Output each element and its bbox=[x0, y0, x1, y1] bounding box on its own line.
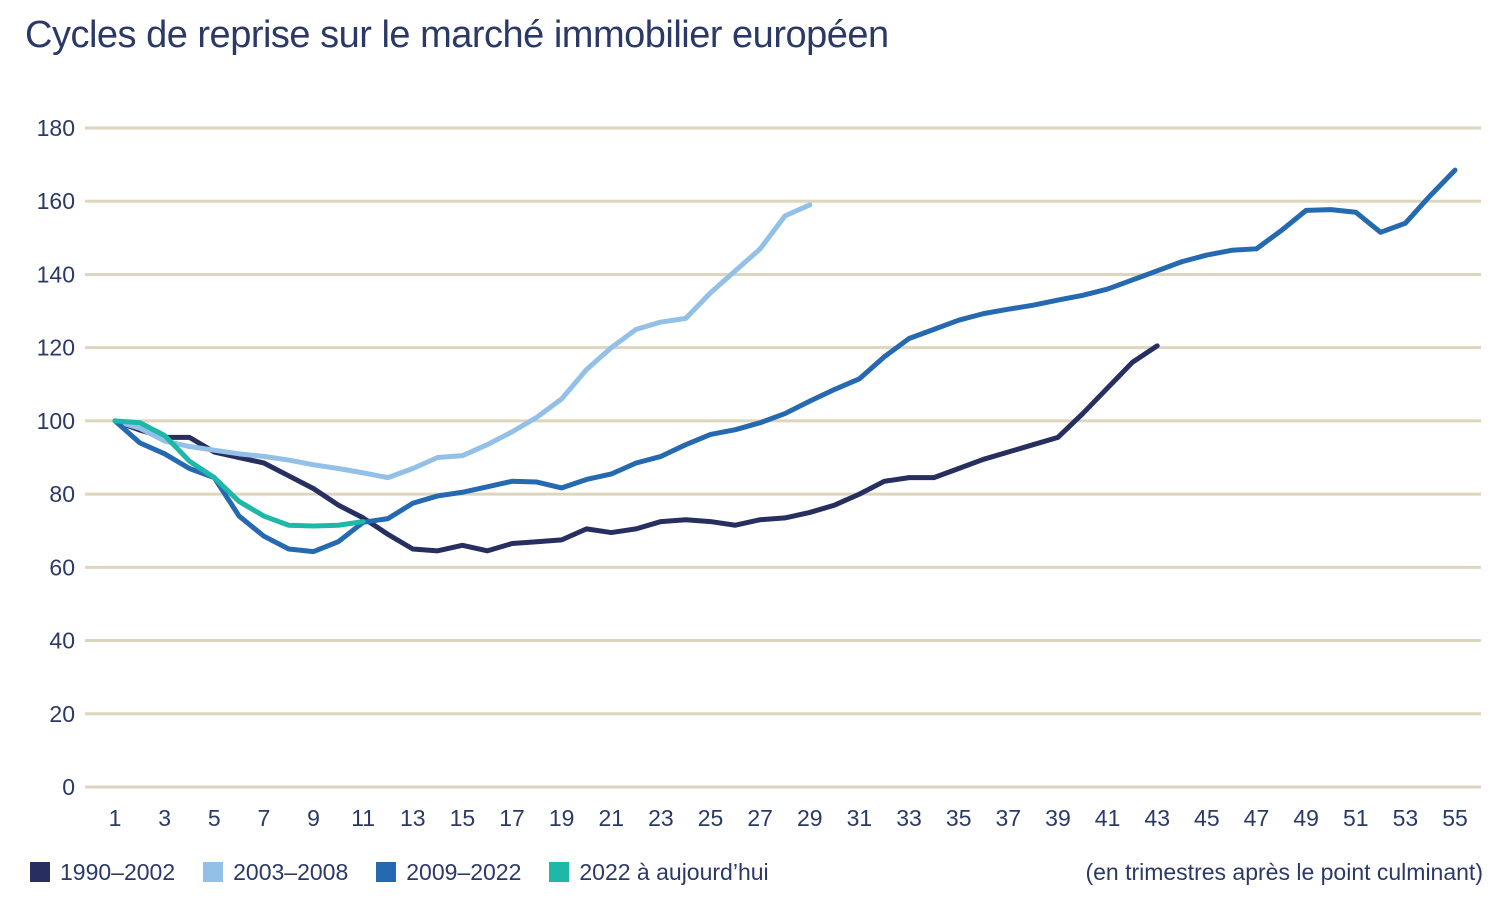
legend-swatch-icon bbox=[203, 862, 224, 882]
x-tick-label-25: 25 bbox=[698, 805, 724, 831]
x-tick-label-31: 31 bbox=[847, 805, 873, 831]
legend-label: 2022 à aujourd’hui bbox=[579, 858, 769, 885]
x-tick-label-1: 1 bbox=[109, 805, 122, 831]
x-tick-label-49: 49 bbox=[1293, 805, 1319, 831]
x-tick-label-5: 5 bbox=[208, 805, 221, 831]
legend-swatch-icon bbox=[549, 862, 570, 882]
series-line-3 bbox=[112, 167, 1458, 555]
page-title: Cycles de reprise sur le marché immobili… bbox=[25, 14, 889, 56]
x-tick-label-39: 39 bbox=[1045, 805, 1071, 831]
x-tick-label-3: 3 bbox=[158, 805, 171, 831]
y-tick-label-140: 140 bbox=[37, 261, 75, 287]
x-tick-label-47: 47 bbox=[1244, 805, 1270, 831]
x-tick-label-41: 41 bbox=[1095, 805, 1121, 831]
legend: 1990–2002 2003–2008 2009–2022 2022 à aujour… bbox=[30, 856, 1483, 888]
y-tick-label-40: 40 bbox=[49, 628, 75, 654]
legend-item-3: 2009–2022 bbox=[376, 859, 521, 886]
x-axis-note: (en trimestres après le point culminant) bbox=[1085, 858, 1483, 885]
y-tick-label-160: 160 bbox=[37, 188, 75, 214]
legend-swatch-icon bbox=[30, 862, 50, 882]
x-tick-label-55: 55 bbox=[1442, 805, 1468, 831]
y-tick-label-100: 100 bbox=[37, 408, 75, 434]
x-tick-label-37: 37 bbox=[996, 805, 1022, 831]
series-line-1 bbox=[112, 343, 1160, 554]
y-tick-label-20: 20 bbox=[49, 701, 75, 727]
x-tick-label-19: 19 bbox=[549, 805, 575, 831]
series-line-2 bbox=[112, 202, 813, 481]
legend-label: 2009–2022 bbox=[406, 858, 522, 885]
x-tick-label-9: 9 bbox=[307, 805, 320, 831]
x-tick-label-23: 23 bbox=[648, 805, 674, 831]
x-tick-label-11: 11 bbox=[351, 805, 375, 831]
legend-label: 1990–2002 bbox=[60, 858, 176, 885]
legend-item-1: 1990–2002 bbox=[30, 859, 175, 886]
x-tick-label-7: 7 bbox=[257, 805, 270, 831]
y-tick-label-0: 0 bbox=[62, 774, 75, 800]
x-tick-label-53: 53 bbox=[1393, 805, 1419, 831]
y-tick-label-60: 60 bbox=[49, 554, 75, 580]
x-tick-label-51: 51 bbox=[1343, 805, 1369, 831]
x-tick-label-21: 21 bbox=[598, 805, 624, 831]
legend-swatch-icon bbox=[376, 862, 397, 882]
y-tick-label-80: 80 bbox=[49, 481, 75, 507]
series-line-4 bbox=[112, 418, 366, 529]
y-tick-label-180: 180 bbox=[37, 115, 75, 141]
x-tick-label-17: 17 bbox=[499, 805, 525, 831]
x-tick-label-45: 45 bbox=[1194, 805, 1220, 831]
x-tick-label-29: 29 bbox=[797, 805, 823, 831]
x-tick-label-43: 43 bbox=[1144, 805, 1170, 831]
x-tick-label-15: 15 bbox=[450, 805, 476, 831]
legend-label: 2003–2008 bbox=[233, 858, 349, 885]
x-tick-label-33: 33 bbox=[896, 805, 922, 831]
x-tick-label-27: 27 bbox=[747, 805, 773, 831]
legend-item-4: 2022 à aujourd’hui bbox=[549, 858, 769, 886]
x-tick-label-35: 35 bbox=[946, 805, 972, 831]
x-tick-label-13: 13 bbox=[400, 805, 426, 831]
y-tick-label-120: 120 bbox=[37, 335, 75, 361]
legend-item-2: 2003–2008 bbox=[203, 859, 348, 886]
